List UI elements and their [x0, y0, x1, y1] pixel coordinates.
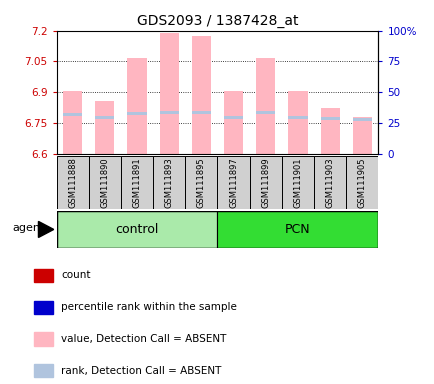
- Text: value, Detection Call = ABSENT: value, Detection Call = ABSENT: [61, 334, 226, 344]
- Text: GSM111899: GSM111899: [261, 157, 270, 208]
- Bar: [56, 156, 89, 209]
- Bar: [352, 117, 371, 154]
- Text: GSM111893: GSM111893: [164, 157, 173, 208]
- Text: agent: agent: [13, 223, 45, 233]
- Bar: [320, 108, 339, 154]
- Text: GSM111888: GSM111888: [68, 157, 77, 208]
- Text: count: count: [61, 270, 90, 280]
- Text: GSM111905: GSM111905: [357, 157, 366, 208]
- Bar: [281, 156, 313, 209]
- Bar: [34, 364, 53, 377]
- Title: GDS2093 / 1387428_at: GDS2093 / 1387428_at: [136, 14, 298, 28]
- Text: PCN: PCN: [285, 223, 310, 236]
- Text: percentile rank within the sample: percentile rank within the sample: [61, 302, 237, 312]
- Bar: [89, 156, 121, 209]
- Bar: [352, 118, 371, 121]
- Bar: [288, 91, 307, 154]
- Text: GSM111897: GSM111897: [229, 157, 237, 208]
- Bar: [153, 156, 185, 209]
- Bar: [34, 269, 53, 282]
- Text: GSM111901: GSM111901: [293, 157, 302, 208]
- Bar: [345, 156, 378, 209]
- Bar: [320, 117, 339, 120]
- Bar: [127, 58, 146, 154]
- Bar: [95, 101, 114, 154]
- Bar: [191, 111, 210, 114]
- Bar: [159, 111, 178, 114]
- Text: GSM111891: GSM111891: [132, 157, 141, 208]
- Bar: [224, 91, 243, 154]
- Bar: [63, 113, 82, 116]
- Bar: [56, 211, 217, 248]
- Bar: [191, 36, 210, 154]
- Bar: [127, 112, 146, 115]
- Bar: [256, 111, 275, 114]
- Bar: [185, 156, 217, 209]
- Bar: [224, 116, 243, 119]
- Text: rank, Detection Call = ABSENT: rank, Detection Call = ABSENT: [61, 366, 221, 376]
- Text: GSM111895: GSM111895: [197, 157, 205, 208]
- Bar: [34, 301, 53, 314]
- Bar: [34, 332, 53, 346]
- Bar: [217, 156, 249, 209]
- Text: control: control: [115, 223, 158, 236]
- Bar: [63, 91, 82, 154]
- Bar: [121, 156, 153, 209]
- Text: GSM111903: GSM111903: [325, 157, 334, 208]
- Bar: [313, 156, 345, 209]
- Bar: [159, 33, 178, 154]
- Polygon shape: [38, 222, 54, 237]
- Text: GSM111890: GSM111890: [100, 157, 109, 208]
- Bar: [95, 116, 114, 119]
- Bar: [217, 211, 378, 248]
- Bar: [288, 116, 307, 119]
- Bar: [256, 58, 275, 154]
- Bar: [249, 156, 281, 209]
